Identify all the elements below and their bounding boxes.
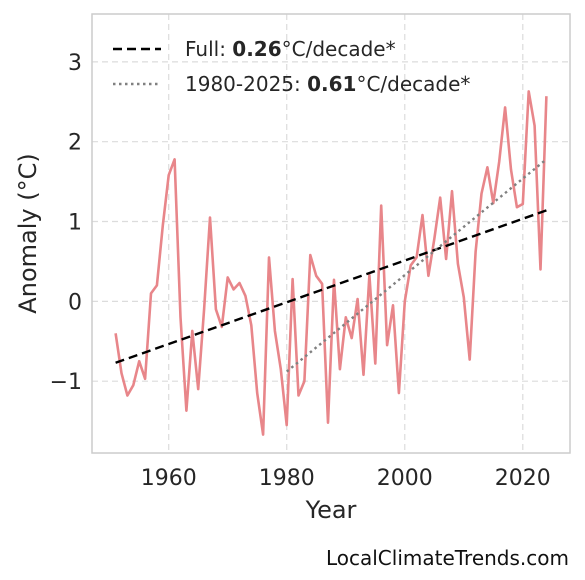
x-tick-label: 1980 bbox=[259, 466, 315, 491]
legend-rate: 0.61 bbox=[307, 72, 356, 96]
recent-trend-line bbox=[285, 158, 548, 373]
y-tick-label: −1 bbox=[50, 370, 82, 395]
x-ticks: 1960 1980 2000 2020 bbox=[141, 466, 551, 491]
legend-unit: °C/decade* bbox=[356, 72, 470, 96]
y-tick-label: 0 bbox=[68, 290, 82, 315]
y-axis-label: Anomaly (°C) bbox=[14, 153, 42, 313]
series-group bbox=[114, 90, 548, 436]
plot-frame bbox=[91, 13, 571, 454]
source-credit: LocalClimateTrends.com bbox=[325, 546, 569, 570]
legend-rate: 0.26 bbox=[232, 37, 281, 61]
legend-label: Full: bbox=[185, 37, 232, 61]
legend-entry: 1980-2025: 0.61°C/decade* bbox=[185, 72, 470, 96]
full-trend-line bbox=[115, 209, 547, 364]
y-tick-label: 2 bbox=[68, 131, 82, 156]
y-tick-label: 1 bbox=[68, 211, 82, 236]
y-tick-label: 3 bbox=[68, 51, 82, 76]
legend-unit: °C/decade* bbox=[282, 37, 396, 61]
grid bbox=[92, 14, 570, 453]
x-tick-label: 1960 bbox=[141, 466, 197, 491]
x-tick-label: 2020 bbox=[495, 466, 551, 491]
x-tick-label: 2000 bbox=[377, 466, 433, 491]
legend: Full: 0.26°C/decade*1980-2025: 0.61°C/de… bbox=[113, 37, 470, 96]
legend-label: 1980-2025: bbox=[185, 72, 307, 96]
legend-entry: Full: 0.26°C/decade* bbox=[185, 37, 396, 61]
x-axis-label: Year bbox=[305, 496, 357, 524]
y-ticks: −1 0 1 2 3 bbox=[50, 51, 82, 395]
anomaly-series-line bbox=[114, 90, 548, 436]
